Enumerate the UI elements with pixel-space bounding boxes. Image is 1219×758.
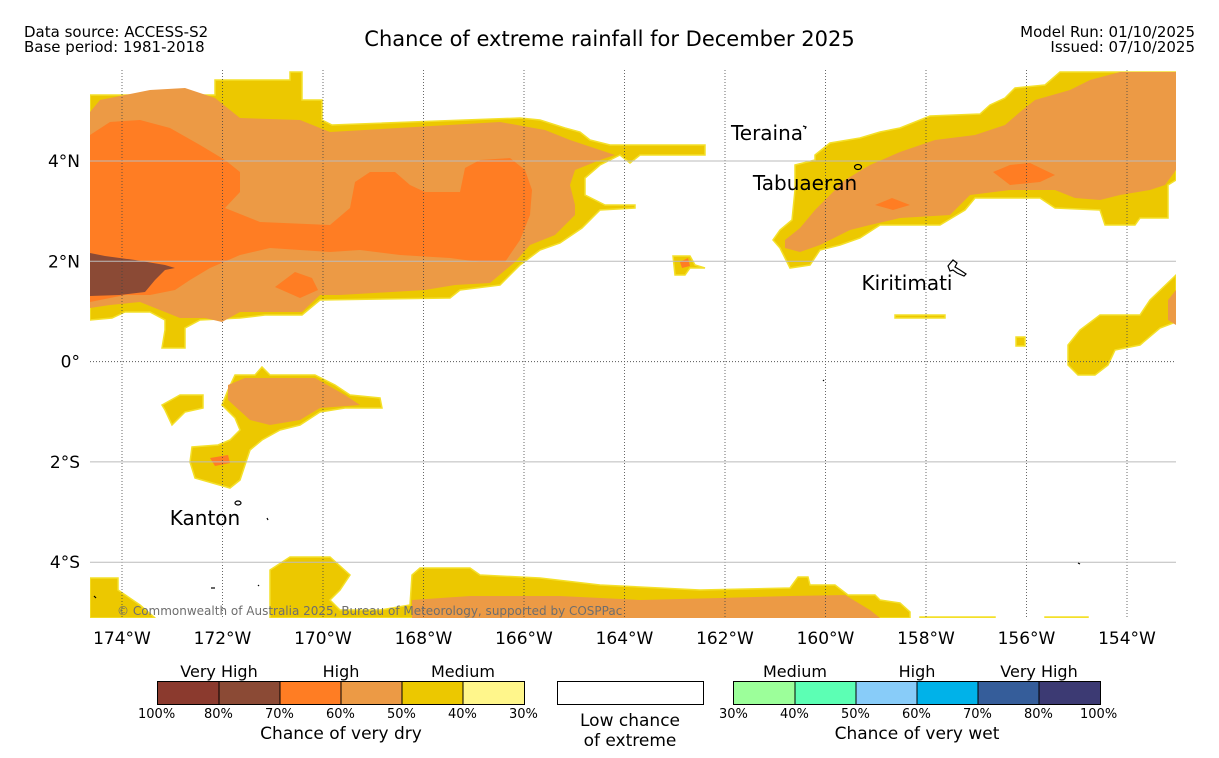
issued-date: Issued: 07/10/2025 (1050, 38, 1195, 56)
dry-medium-region-islet-3 (1015, 336, 1026, 347)
lat-tick-label: 2°N (48, 252, 80, 272)
legend-wet-group-very-high: Very High (1000, 662, 1078, 681)
legend-wet-group-medium: Medium (763, 662, 827, 681)
dry-high-dark-region-small (275, 272, 318, 298)
base-period: Base period: 1981-2018 (24, 38, 205, 56)
place-label-kanton: Kanton (170, 506, 240, 530)
dry-very-high-region (90, 253, 175, 296)
longitude-gridlines (121, 70, 1128, 618)
dry-high-light-region-far-east (1168, 290, 1176, 325)
dry-tick-70: 70% (265, 707, 294, 722)
dry-medium-region-south (90, 577, 157, 618)
dry-high-light-region-south (412, 595, 880, 618)
island-outlines (93, 125, 1081, 599)
dry-tick-40: 40% (448, 707, 477, 722)
islet-icon-1 (266, 517, 269, 521)
dry-tick-80: 80% (204, 707, 233, 722)
legend-low-line2: of extreme (583, 731, 677, 751)
legend-dry-caption: Chance of very dry (260, 724, 422, 744)
legend-dry-group-medium: Medium (431, 662, 495, 681)
dry-high-dark-region-south (210, 455, 230, 466)
longitude-tick-labels: 174°W 172°W 170°W 168°W 166°W 164°W 162°W 160°W… (93, 629, 1156, 649)
low-chance-swatch (557, 681, 704, 705)
wet-tick-40: 40% (780, 707, 809, 722)
dry-medium-region-islet-2 (894, 314, 946, 319)
dry-swatch-70-60 (280, 682, 341, 704)
dry-swatch-40-30 (463, 682, 524, 704)
wet-tick-100: 100% (1080, 707, 1118, 722)
dry-medium-region-far-east (1067, 273, 1176, 376)
map-fields (90, 71, 1176, 618)
legend-wet-caption: Chance of very wet (834, 724, 1000, 744)
lat-tick-label: 4°S (50, 553, 80, 573)
lat-tick-label: 4°N (48, 152, 80, 172)
legend-low-line1: Low chance (580, 711, 680, 731)
lon-tick-label: 158°W (897, 629, 955, 649)
place-label-tabuaeran: Tabuaeran (752, 171, 857, 195)
latitude-tick-labels: 4°N 2°N 0° 2°S 4°S (48, 152, 80, 573)
lon-tick-label: 172°W (194, 629, 252, 649)
lon-tick-label: 160°W (797, 629, 855, 649)
dry-swatch-50-40 (402, 682, 463, 704)
dry-tick-50: 50% (387, 707, 416, 722)
tabuaeran-island-icon (853, 163, 863, 171)
model-run: Model Run: 01/10/2025 (1020, 23, 1195, 41)
data-source: Data source: ACCESS-S2 (24, 23, 209, 41)
wet-swatch-70-80 (978, 682, 1039, 704)
lon-tick-label: 170°W (294, 629, 352, 649)
lon-tick-label: 156°W (998, 629, 1056, 649)
dry-high-dark-region-east-1 (993, 163, 1055, 185)
lon-tick-label: 166°W (495, 629, 553, 649)
latitude-gridlines (90, 160, 1176, 563)
dry-medium-region-small-west (160, 394, 204, 427)
wet-tick-30: 30% (719, 707, 748, 722)
islet-icon-6 (822, 379, 825, 382)
wet-swatch-80-100 (1039, 682, 1100, 704)
dry-high-dark-regions (90, 120, 1055, 466)
dry-swatch-60-50 (341, 682, 402, 704)
wet-swatch-50-60 (856, 682, 917, 704)
islet-icon-5 (1077, 562, 1081, 565)
kiritimati-island-icon (947, 259, 967, 277)
copyright-notice: © Commonwealth of Australia 2025, Bureau… (117, 604, 622, 618)
lat-tick-label: 0° (61, 353, 80, 373)
dry-medium-region-southeast (919, 616, 1089, 618)
dry-swatch-80-70 (219, 682, 280, 704)
islet-icon-4 (93, 595, 97, 599)
dry-swatch-100-80 (158, 682, 219, 704)
place-label-kiritimati: Kiritimati (862, 271, 953, 295)
legend-wet-group-high: High (898, 662, 936, 681)
wet-tick-50: 50% (841, 707, 870, 722)
kanton-island-icon (234, 500, 242, 506)
wet-swatch-60-70 (917, 682, 978, 704)
teraina-island-icon (802, 125, 807, 130)
legend-dry-group-high: High (322, 662, 360, 681)
islet-icon-3 (257, 584, 260, 587)
place-label-teraina: Teraina (730, 121, 803, 145)
wet-tick-70: 70% (963, 707, 992, 722)
lon-tick-label: 164°W (596, 629, 654, 649)
wet-tick-60: 60% (902, 707, 931, 722)
dry-high-dark-region-islet (680, 258, 690, 268)
dry-tick-30: 30% (509, 707, 538, 722)
legend-dry-group-very-high: Very High (180, 662, 258, 681)
wet-swatch-30-40 (734, 682, 795, 704)
dry-high-dark-region-northwest (90, 120, 532, 302)
lat-tick-label: 2°S (50, 453, 80, 473)
dry-high-light-region-south-central (228, 378, 360, 425)
dry-high-dark-region-east-2 (875, 198, 910, 210)
legend-dry-colorbar (157, 681, 525, 705)
wet-swatch-40-50 (795, 682, 856, 704)
legend-wet-colorbar (733, 681, 1101, 705)
dry-tick-100: 100% (138, 707, 176, 722)
lon-tick-label: 174°W (93, 629, 151, 649)
lon-tick-label: 168°W (395, 629, 453, 649)
lon-tick-label: 154°W (1098, 629, 1156, 649)
page-title: Chance of extreme rainfall for December … (364, 27, 855, 51)
lon-tick-label: 162°W (696, 629, 754, 649)
dry-tick-60: 60% (326, 707, 355, 722)
wet-tick-80: 80% (1024, 707, 1053, 722)
